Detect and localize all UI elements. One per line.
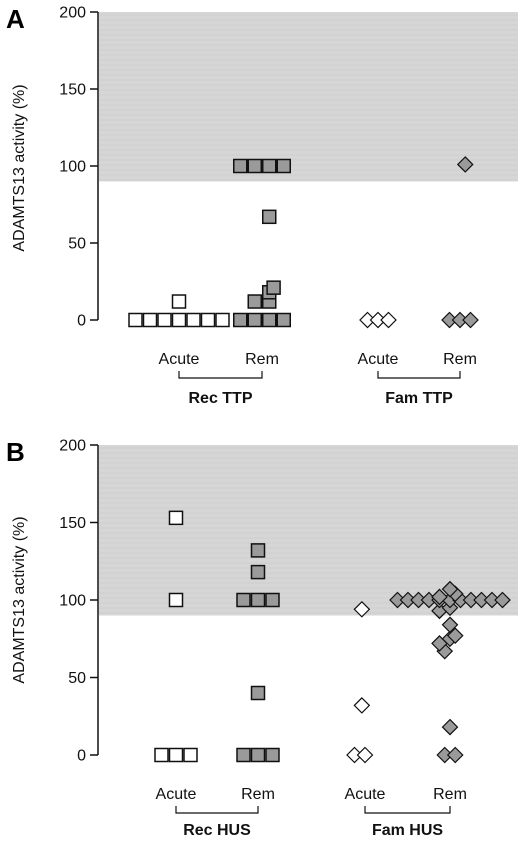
y-axis-label: ADAMTS13 activity (%) [11,84,28,251]
x-category-label: Rem [245,351,279,368]
y-tick-label: 0 [77,313,86,330]
x-category-label: Acute [156,786,197,803]
filled-diamond-marker [431,588,448,606]
group-label: Rec TTP [188,390,252,407]
y-tick-label: 150 [59,82,86,99]
filled-square-marker [233,158,248,174]
filled-diamond-marker [446,627,464,644]
open-square-marker [154,747,169,763]
filled-diamond-marker [441,580,459,598]
open-diamond-marker [380,311,397,329]
x-category-label: Acute [159,351,200,368]
filled-square-marker [233,312,248,328]
filled-diamond-marker [441,616,459,634]
band-fill [99,12,518,182]
filled-square-marker [247,294,262,309]
y-tick-label: 100 [59,593,86,610]
open-square-marker [186,312,201,328]
filled-diamond-marker [462,311,479,329]
open-square-marker [171,312,187,328]
filled-square-marker [250,747,266,763]
panel-label: A [6,4,25,34]
filled-diamond-marker [441,718,459,736]
filled-square-marker [236,592,251,608]
group-label: Fam HUS [372,822,443,839]
y-tick-label: 100 [59,159,86,176]
filled-square-marker [266,280,281,295]
open-square-marker [215,312,230,328]
group-label: Rec HUS [183,822,251,839]
filled-square-marker [236,747,251,763]
filled-square-marker [250,543,266,558]
y-tick-label: 200 [59,5,86,22]
filled-diamond-marker [456,156,474,173]
filled-square-marker [262,209,277,225]
open-square-marker [142,312,158,328]
panel-a: A ADAMTS13 activity (%) 0 50 100 150 200 Acut… [6,4,518,407]
filled-square-marker [247,312,262,328]
y-tick-label: 0 [77,748,86,765]
y-tick-label: 50 [68,236,86,253]
x-category-label: Rem [241,786,275,803]
group-bracket [178,371,263,379]
y-tick-label: 150 [59,515,86,532]
open-square-marker [128,312,143,328]
group-bracket [364,806,451,814]
panel-b: B ADAMTS13 activity (%) 0 50 100 150 200 Acut… [6,437,518,839]
filled-square-marker [265,747,280,763]
open-diamond-marker [353,697,371,714]
filled-square-marker [262,312,277,328]
panel-label: B [6,437,25,467]
filled-square-marker [250,592,266,608]
y-axis-label: ADAMTS13 activity (%) [11,516,28,683]
open-square-marker [168,510,184,526]
x-category-label: Rem [443,351,477,368]
open-diamond-marker [356,746,374,764]
group-bracket [377,371,461,379]
x-category-label: Rem [433,786,467,803]
open-square-marker [168,592,184,608]
filled-diamond-marker [446,746,464,764]
x-category-label: Acute [345,786,386,803]
filled-square-marker [276,312,291,328]
filled-square-marker [247,158,262,174]
filled-diamond-marker [494,591,511,609]
open-square-marker [157,312,172,328]
y-tick-label: 200 [59,438,86,455]
filled-square-marker [265,592,280,608]
x-category-label: Acute [358,351,399,368]
group-bracket [175,806,259,814]
filled-square-marker [250,564,266,580]
y-tick-label: 50 [68,670,86,687]
filled-square-marker [250,685,266,701]
open-square-marker [183,747,198,763]
shaded-reference-band [99,12,518,182]
shaded-reference-band [99,445,518,616]
filled-square-marker [262,158,277,174]
open-square-marker [200,312,216,328]
filled-square-marker [276,158,291,174]
open-diamond-marker [353,600,371,618]
open-square-marker [171,294,187,309]
group-label: Fam TTP [385,390,453,407]
open-square-marker [168,747,184,763]
